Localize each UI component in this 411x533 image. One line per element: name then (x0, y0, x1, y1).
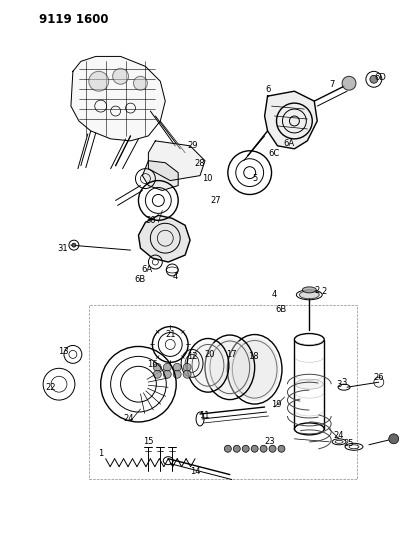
Bar (89, 305, 357, 479)
Circle shape (89, 71, 109, 91)
Text: 17: 17 (226, 350, 237, 359)
Circle shape (134, 76, 148, 90)
Text: 6A: 6A (142, 265, 153, 274)
Polygon shape (265, 91, 317, 149)
Ellipse shape (299, 291, 319, 299)
Text: 2: 2 (314, 286, 320, 295)
Ellipse shape (296, 379, 323, 389)
Polygon shape (148, 141, 205, 181)
Circle shape (242, 445, 249, 452)
Circle shape (278, 445, 285, 452)
Text: 10: 10 (202, 174, 212, 183)
Circle shape (342, 76, 356, 90)
Text: 26: 26 (374, 373, 384, 382)
Text: 3: 3 (336, 379, 342, 389)
Text: 6D: 6D (375, 73, 387, 82)
Text: 24: 24 (334, 431, 344, 440)
Circle shape (113, 68, 129, 84)
Text: 30: 30 (145, 216, 156, 225)
Circle shape (163, 364, 171, 372)
Text: 15: 15 (143, 437, 154, 446)
Text: 23: 23 (264, 437, 275, 446)
Text: 1: 1 (98, 449, 103, 458)
Text: 16: 16 (147, 360, 158, 369)
Text: 4: 4 (173, 272, 178, 281)
Text: 5: 5 (252, 174, 257, 183)
Text: 31: 31 (58, 244, 68, 253)
Circle shape (163, 370, 171, 378)
Text: 22: 22 (46, 383, 56, 392)
Ellipse shape (208, 338, 252, 397)
Text: 13: 13 (58, 347, 68, 356)
Text: 6B: 6B (276, 305, 287, 314)
Circle shape (153, 370, 161, 378)
Text: 19: 19 (271, 400, 282, 409)
Ellipse shape (302, 287, 316, 293)
Text: 21: 21 (165, 330, 175, 339)
Text: 27: 27 (210, 196, 221, 205)
Circle shape (153, 364, 161, 372)
Text: 25: 25 (344, 439, 354, 448)
Circle shape (183, 370, 191, 378)
Ellipse shape (189, 342, 226, 389)
Text: 6B: 6B (135, 276, 146, 285)
Text: 6A: 6A (284, 139, 295, 148)
Circle shape (183, 364, 191, 372)
Text: 7: 7 (330, 80, 335, 88)
Text: 20: 20 (205, 350, 215, 359)
Text: 3: 3 (342, 378, 347, 387)
Text: 24: 24 (123, 415, 134, 423)
Circle shape (269, 445, 276, 452)
Text: 28: 28 (195, 159, 206, 168)
Circle shape (233, 445, 240, 452)
Circle shape (389, 434, 399, 444)
Text: 14: 14 (190, 467, 200, 476)
Text: 6: 6 (265, 85, 270, 94)
Text: 18: 18 (248, 352, 259, 361)
Polygon shape (143, 161, 178, 190)
Polygon shape (139, 215, 190, 262)
Text: 6C: 6C (268, 149, 279, 158)
Text: 9119 1600: 9119 1600 (39, 13, 109, 26)
Circle shape (173, 364, 181, 372)
Text: 29: 29 (188, 141, 199, 150)
Text: 4: 4 (272, 290, 277, 300)
Circle shape (224, 445, 231, 452)
Circle shape (251, 445, 258, 452)
Circle shape (260, 445, 267, 452)
Polygon shape (71, 56, 165, 141)
Text: 11: 11 (199, 411, 209, 421)
Text: 2: 2 (321, 287, 327, 296)
Circle shape (72, 243, 76, 247)
Ellipse shape (230, 337, 279, 401)
Text: 12: 12 (187, 352, 197, 361)
Circle shape (173, 370, 181, 378)
Circle shape (370, 75, 378, 83)
